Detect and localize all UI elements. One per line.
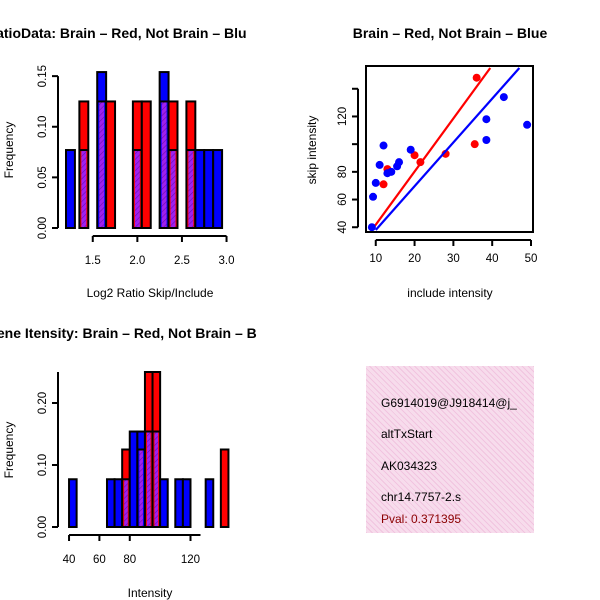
x-tick-label: 50 [525,253,538,265]
histogram-bar-overlap [134,150,140,227]
y-tick-label: 0.10 [37,454,49,476]
scatter-point-blue [375,160,384,169]
histogram-bar [219,448,230,528]
y-tick-label: 0.10 [37,116,49,138]
scatter-point-red [472,73,481,82]
x-tick-label: 120 [181,554,200,566]
y-tick-label: 0.15 [37,65,49,87]
x-tick-label: 60 [93,554,106,566]
histogram-bar-overlap [99,101,105,227]
intensity-histogram-ylabel: Frequency [2,422,16,479]
histogram-bar [174,478,184,529]
x-tick-label: 10 [369,253,382,265]
scatter-point-blue [371,178,380,187]
scatter-point-blue [406,145,415,154]
ratio-histogram-ylabel: Frequency [2,122,16,179]
y-tick-label: 0.05 [37,166,49,188]
scatter-point-blue [523,120,532,129]
histogram-bar [68,478,78,529]
scatter-point-red [379,180,388,189]
x-tick-label: 80 [123,554,136,566]
intensity-histogram-title: Gene Itensity: Brain – Red, Not Brain – … [0,325,257,341]
histogram-bar-overlap [161,101,167,227]
event-type-text: altTxStart [381,427,433,441]
x-tick-label: 20 [408,253,421,265]
fit-line-red [370,67,492,231]
y-tick-label: 60 [337,193,349,206]
gene-info-panel: G6914019@J918414@j_ altTxStart AK034323 … [366,366,534,533]
histogram-bar [105,100,117,229]
scatter-point-red [410,151,419,160]
x-tick-label: 30 [447,253,460,265]
scatter-point-blue [367,223,376,231]
y-tick-label: 40 [337,221,349,234]
histogram-bar [140,100,152,229]
intensity-histogram-panel: Gene Itensity: Brain – Red, Not Brain – … [0,325,257,600]
x-tick-label: 2.0 [129,255,145,267]
ratio-histogram-bars [65,71,224,230]
histogram-bar-overlap [154,431,159,526]
ratio-histogram-title: RatioData: Brain – Red, Not Brain – Blu [0,25,247,41]
scatter-point-red [470,140,479,149]
scatter-ylabel: skip intensity [305,116,319,185]
x-tick-label: 40 [63,554,76,566]
ratio-histogram-panel: RatioData: Brain – Red, Not Brain – Blu … [0,25,247,300]
histogram-bar [204,478,215,529]
histogram-bar-overlap [81,150,87,227]
gene-id-text: G6914019@J918414@j_ [381,396,517,410]
y-tick-label: 120 [337,107,349,126]
intensity-histogram-bars [68,371,230,529]
scatter-point-blue [499,93,508,102]
x-tick-label: 3.0 [219,255,235,267]
y-tick-label: 80 [337,165,349,178]
histogram-bar [113,478,124,529]
histogram-bar-overlap [139,449,143,526]
location-text: chr14.7757-2.s [381,490,462,504]
histogram-bar [65,149,76,230]
scatter-xlabel: include intensity [407,286,492,300]
intensity-histogram-axes: 0.00 0.10 0.20 40 60 80 120 [37,372,201,566]
intensity-scatter-panel: Brain – Red, Not Brain – Blue include in… [305,25,547,300]
y-tick-label: 0.00 [37,217,49,239]
x-tick-label: 1.5 [85,255,101,267]
intensity-histogram-xlabel: Intensity [128,586,173,600]
scatter-point-blue [387,167,396,176]
fit-line-blue [374,67,521,231]
scatter-axes: 10 20 30 40 50 40 60 80 120 [337,87,538,265]
x-tick-label: 40 [486,253,499,265]
scatter-plot-box [365,65,534,233]
scatter-point-red [416,158,425,167]
scatter-point-blue [395,158,404,167]
histogram-bar-overlap [170,150,176,227]
pval-text: Pval: 0.371395 [381,512,462,526]
histogram-bar-overlap [188,150,194,227]
y-tick-label: 0.20 [37,392,49,414]
accession-text: AK034323 [381,459,438,473]
histogram-bar [203,149,215,230]
x-tick-label: 2.5 [174,255,190,267]
histogram-bar [212,149,224,230]
histogram-bar [105,478,116,529]
y-tick-label: 0.00 [37,516,49,538]
scatter-title: Brain – Red, Not Brain – Blue [353,25,548,41]
scatter-point-blue [482,136,491,144]
scatter-point-blue [482,115,491,124]
histogram-bar [194,149,206,230]
scatter-marks [367,67,532,231]
scatter-point-blue [369,192,378,201]
histogram-bar [159,478,169,529]
histogram-bar [181,478,192,529]
histogram-bar-overlap [146,431,151,526]
histogram-bar [128,430,139,528]
scatter-point-blue [379,141,388,150]
ratio-histogram-xlabel: Log2 Ratio Skip/Include [87,286,214,300]
ratio-histogram-axes: 0.00 0.05 0.10 0.15 1.5 2.0 2.5 3.0 [37,65,235,267]
histogram-bar-overlap [124,479,128,526]
